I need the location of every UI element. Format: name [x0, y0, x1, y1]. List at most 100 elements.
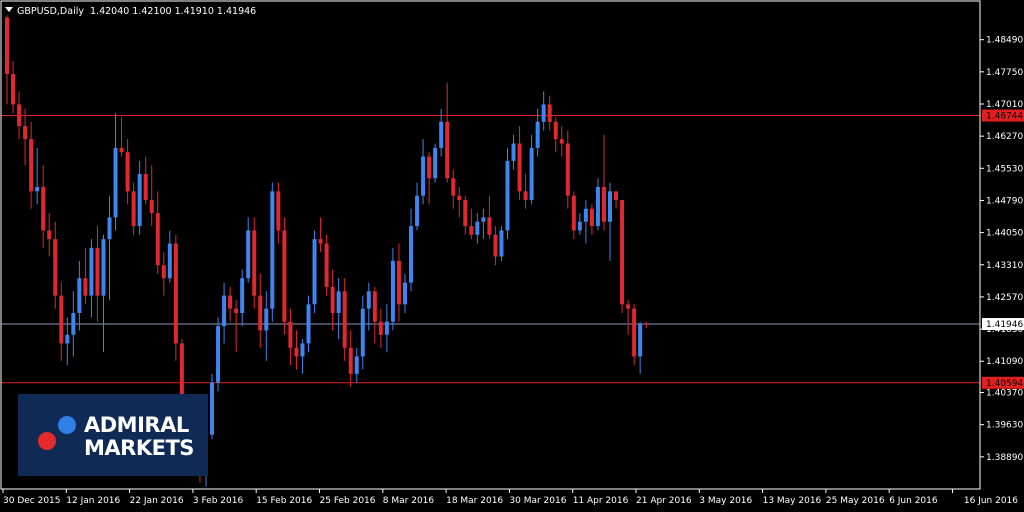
candle	[445, 82, 450, 183]
candle-body	[179, 343, 184, 422]
candle	[583, 200, 588, 244]
candle	[324, 234, 329, 296]
candle-body	[312, 239, 317, 305]
candle-body	[601, 186, 606, 222]
candle	[499, 226, 504, 261]
candle-body	[547, 104, 552, 122]
candle-body	[306, 304, 311, 344]
level-price-tag-0-background	[982, 109, 1024, 122]
candle-body	[421, 156, 426, 196]
candle-body	[614, 191, 619, 201]
candle	[415, 182, 420, 231]
candle	[65, 317, 70, 366]
candle-body	[155, 213, 160, 266]
candle-body	[83, 278, 88, 296]
logo-line2: MARKETS	[84, 436, 194, 460]
x-tick-label: 13 May 2016	[763, 496, 822, 506]
candle	[143, 156, 148, 205]
candle	[565, 130, 570, 209]
candle-body	[644, 323, 649, 325]
logo-blue-dot	[58, 416, 76, 434]
candle-body	[137, 173, 142, 227]
candle-body	[119, 147, 124, 153]
current-price-tag-background	[982, 318, 1024, 331]
candle	[131, 182, 136, 235]
y-tick-label: 1.38890	[986, 453, 1023, 463]
x-tick-label: 25 May 2016	[826, 496, 885, 506]
y-tick-label: 1.41090	[986, 357, 1023, 367]
candle-body	[608, 191, 612, 222]
candle	[101, 234, 106, 353]
candle	[439, 108, 444, 157]
candle	[354, 347, 359, 383]
candle	[312, 230, 317, 314]
candle	[95, 226, 100, 322]
candle-body	[228, 295, 233, 309]
candle-body	[565, 143, 570, 196]
y-tick-label: 1.41830	[986, 325, 1023, 335]
x-tick-label: 6 Jun 2016	[889, 496, 938, 506]
candle-body	[210, 382, 215, 435]
candle-body	[5, 17, 9, 75]
candle-body	[354, 356, 359, 374]
candle-body	[300, 343, 305, 357]
x-tick-label: 22 Jan 2016	[130, 496, 184, 506]
y-tick-label: 1.44790	[986, 196, 1023, 206]
candle	[149, 165, 154, 227]
candle	[396, 243, 401, 322]
candle	[372, 286, 377, 344]
candle	[469, 208, 474, 240]
y-tick-label: 1.40370	[986, 389, 1023, 399]
candle	[378, 308, 383, 348]
y-tick-label: 1.46270	[986, 132, 1023, 142]
candle-body	[493, 234, 498, 257]
candle-body	[71, 313, 76, 335]
candle-body	[445, 121, 450, 179]
candle-body	[23, 126, 28, 140]
candle-body	[583, 208, 588, 222]
candle-body	[366, 291, 371, 309]
x-tick-label: 30 Dec 2015	[3, 496, 61, 506]
candle	[173, 234, 178, 361]
candle	[638, 321, 643, 374]
candle-body	[53, 239, 58, 296]
y-tick-label: 1.43310	[986, 261, 1023, 271]
x-tick-label: 11 Apr 2016	[573, 496, 629, 506]
time-axis: 30 Dec 2015 12 Jan 2016 22 Jan 2016 3 Feb 2…	[2, 489, 1018, 506]
candle-body	[378, 321, 383, 335]
candle	[258, 273, 263, 348]
candle-body	[475, 221, 480, 235]
x-tick-label: 8 Mar 2016	[383, 496, 435, 506]
candle	[620, 200, 625, 314]
candle-body	[390, 260, 395, 322]
candle	[222, 282, 227, 344]
triangle-down-icon[interactable]	[5, 7, 13, 12]
candle-body	[107, 217, 112, 240]
candle	[421, 139, 426, 205]
candle-body	[17, 104, 22, 127]
candle	[644, 321, 649, 329]
y-tick-label: 1.48490	[986, 36, 1023, 46]
level-price-tag-1-background	[982, 376, 1024, 389]
candle-body	[505, 160, 510, 231]
candle-body	[77, 278, 82, 314]
candle-body	[47, 230, 52, 240]
candle	[427, 152, 432, 205]
x-tick-label: 15 Feb 2016	[256, 496, 312, 506]
candle	[366, 282, 371, 331]
candle-body	[252, 230, 257, 296]
candle	[547, 95, 552, 131]
price-tags: 1.46744 1.40594 1.41946	[982, 109, 1024, 389]
candle-body	[553, 121, 558, 140]
candle	[23, 108, 28, 166]
candle	[541, 91, 546, 131]
candle	[348, 330, 353, 387]
candle	[5, 15, 9, 105]
candle	[228, 286, 233, 322]
candle-body	[167, 243, 172, 279]
candle	[300, 339, 305, 374]
candle	[270, 182, 275, 322]
candle-body	[632, 308, 637, 357]
candle	[589, 204, 594, 235]
